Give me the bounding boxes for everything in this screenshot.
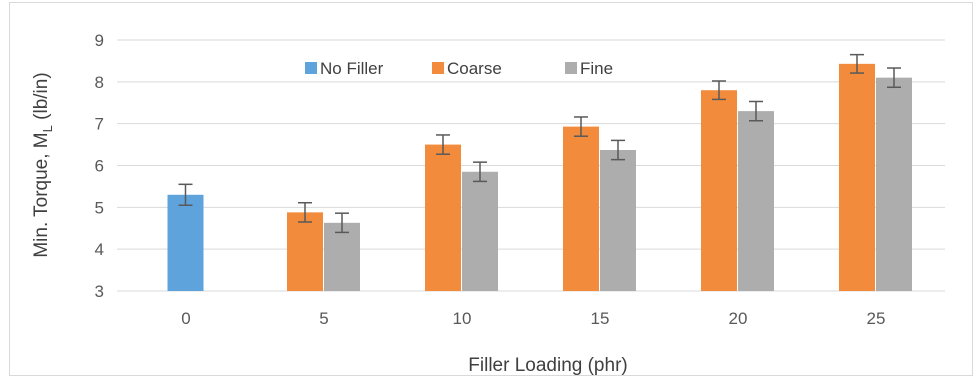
y-axis-title-main: Min. Torque, M	[31, 132, 52, 257]
y-tick-label: 3	[95, 282, 104, 301]
bar-coarse-20	[701, 90, 737, 291]
bars	[167, 63, 912, 292]
y-tick-label: 6	[95, 157, 104, 176]
bar-coarse-10	[425, 144, 461, 291]
error-bar-fine-10	[473, 161, 487, 183]
error-bar-coarse-25	[850, 53, 864, 74]
legend-label-fine: Fine	[580, 59, 613, 78]
gridlines	[117, 39, 945, 250]
error-bar-coarse-15	[574, 116, 588, 137]
x-tick-label: 10	[453, 309, 472, 328]
bar-fine-10	[462, 171, 498, 291]
legend-swatch-fine	[565, 62, 577, 74]
bar-fine-20	[738, 111, 774, 291]
x-tick-label: 25	[867, 309, 886, 328]
y-axis-title: Min. Torque, ML (lb/in)	[31, 72, 55, 257]
y-axis-title-subscript: L	[40, 125, 55, 132]
y-axis-title-unit: (lb/in)	[31, 72, 52, 125]
legend-label-no-filler: No Filler	[320, 59, 384, 78]
error-bar-coarse-10	[436, 134, 450, 155]
error-bar-fine-15	[611, 139, 625, 161]
error-bars	[178, 53, 901, 234]
legend-label-coarse: Coarse	[447, 59, 502, 78]
legend: No Filler Coarse Fine	[305, 59, 613, 78]
x-tick-label: 5	[319, 309, 328, 328]
x-axis-title: Filler Loading (phr)	[468, 355, 627, 376]
y-tick-label: 7	[95, 115, 104, 134]
y-axis-ticks: 3 4 5 6 7 8 9	[95, 31, 104, 301]
y-tick-label: 9	[95, 31, 104, 50]
error-bar-coarse-20	[712, 80, 726, 101]
error-bar-fine-20	[749, 100, 763, 122]
legend-swatch-coarse	[432, 62, 444, 74]
bar-coarse-25	[839, 63, 875, 291]
error-bar-fine-25	[887, 67, 901, 89]
bar-fine-5	[324, 222, 360, 291]
error-bar-no-filler-0	[178, 183, 193, 206]
x-tick-label: 20	[729, 309, 748, 328]
y-tick-label: 8	[95, 73, 104, 92]
bar-coarse-15	[563, 126, 599, 291]
bar-fine-25	[876, 77, 912, 292]
error-bar-coarse-5	[298, 201, 312, 223]
bar-fine-15	[600, 150, 636, 291]
legend-swatch-no-filler	[305, 62, 317, 74]
y-tick-label: 5	[95, 198, 104, 217]
y-tick-label: 4	[95, 240, 104, 259]
bar-coarse-5	[287, 212, 323, 291]
x-axis-ticks: 0 5 10 15 20 25	[181, 309, 885, 328]
x-tick-label: 0	[181, 309, 190, 328]
bar-no-filler-0	[167, 194, 204, 291]
error-bar-fine-5	[335, 212, 349, 234]
x-tick-label: 15	[591, 309, 610, 328]
